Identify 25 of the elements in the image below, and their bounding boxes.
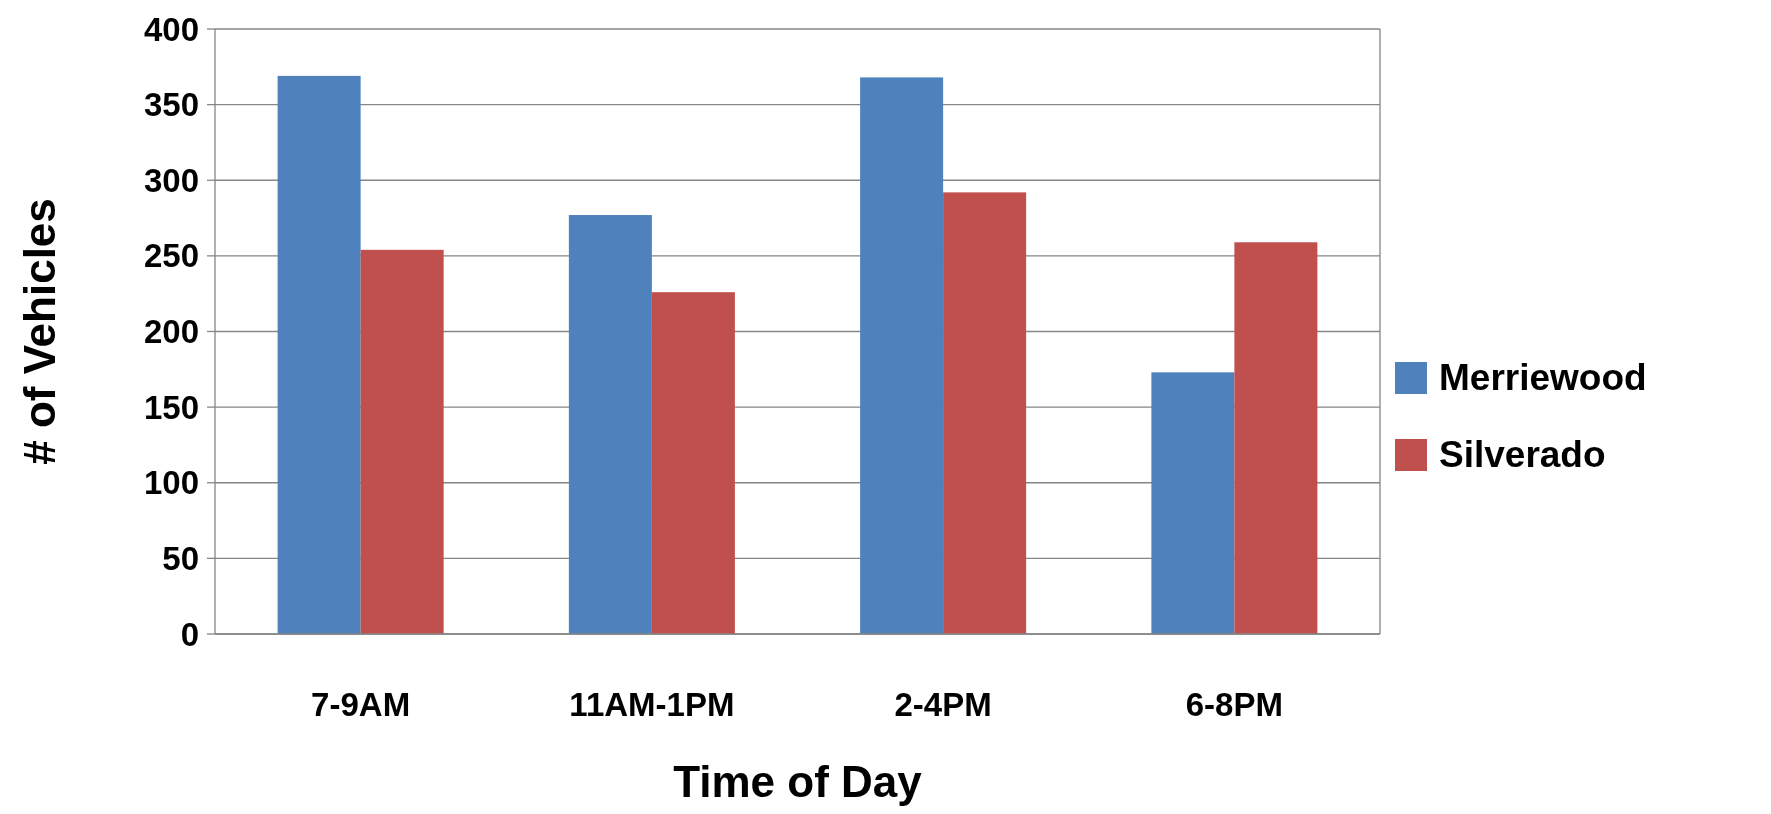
- bar: [1234, 242, 1318, 634]
- legend-label: Merriewood: [1439, 356, 1647, 398]
- bar: [568, 215, 652, 634]
- y-tick-label: 200: [143, 313, 199, 351]
- x-tick-label: 2-4PM: [894, 686, 992, 723]
- y-tick-label: 100: [143, 464, 199, 502]
- y-tick-label: 300: [143, 161, 199, 199]
- bar: [651, 292, 735, 634]
- y-tick-label: 400: [143, 10, 199, 48]
- y-tick-label: 150: [143, 388, 199, 426]
- x-tick-label: 7-9AM: [311, 686, 411, 723]
- bar: [860, 77, 944, 634]
- y-axis-title: # of Vehicles: [15, 198, 64, 465]
- y-tick-label: 350: [143, 86, 199, 124]
- bar: [1151, 372, 1235, 634]
- legend-label: Silverado: [1439, 433, 1606, 475]
- bar: [360, 249, 444, 634]
- x-tick-label: 11AM-1PM: [569, 686, 735, 723]
- y-tick-label: 0: [180, 615, 199, 653]
- y-tick-label: 250: [143, 237, 199, 275]
- bar: [277, 75, 361, 634]
- bar: [943, 192, 1027, 634]
- y-tick-label: 50: [162, 539, 199, 577]
- x-axis-title: Time of Day: [673, 757, 923, 806]
- x-tick-label: 6-8PM: [1185, 686, 1283, 723]
